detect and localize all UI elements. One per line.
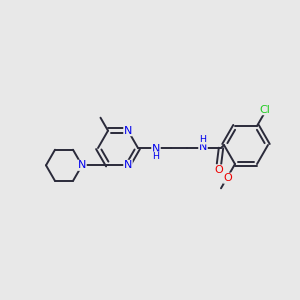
Text: H: H: [200, 135, 206, 144]
Text: Cl: Cl: [259, 105, 270, 115]
Text: N: N: [78, 160, 86, 170]
Text: O: O: [224, 173, 232, 183]
Text: N: N: [152, 144, 160, 154]
Text: N: N: [124, 160, 132, 170]
Text: N: N: [124, 126, 132, 136]
Text: H: H: [152, 152, 160, 161]
Text: N: N: [199, 142, 207, 152]
Text: O: O: [214, 165, 224, 175]
